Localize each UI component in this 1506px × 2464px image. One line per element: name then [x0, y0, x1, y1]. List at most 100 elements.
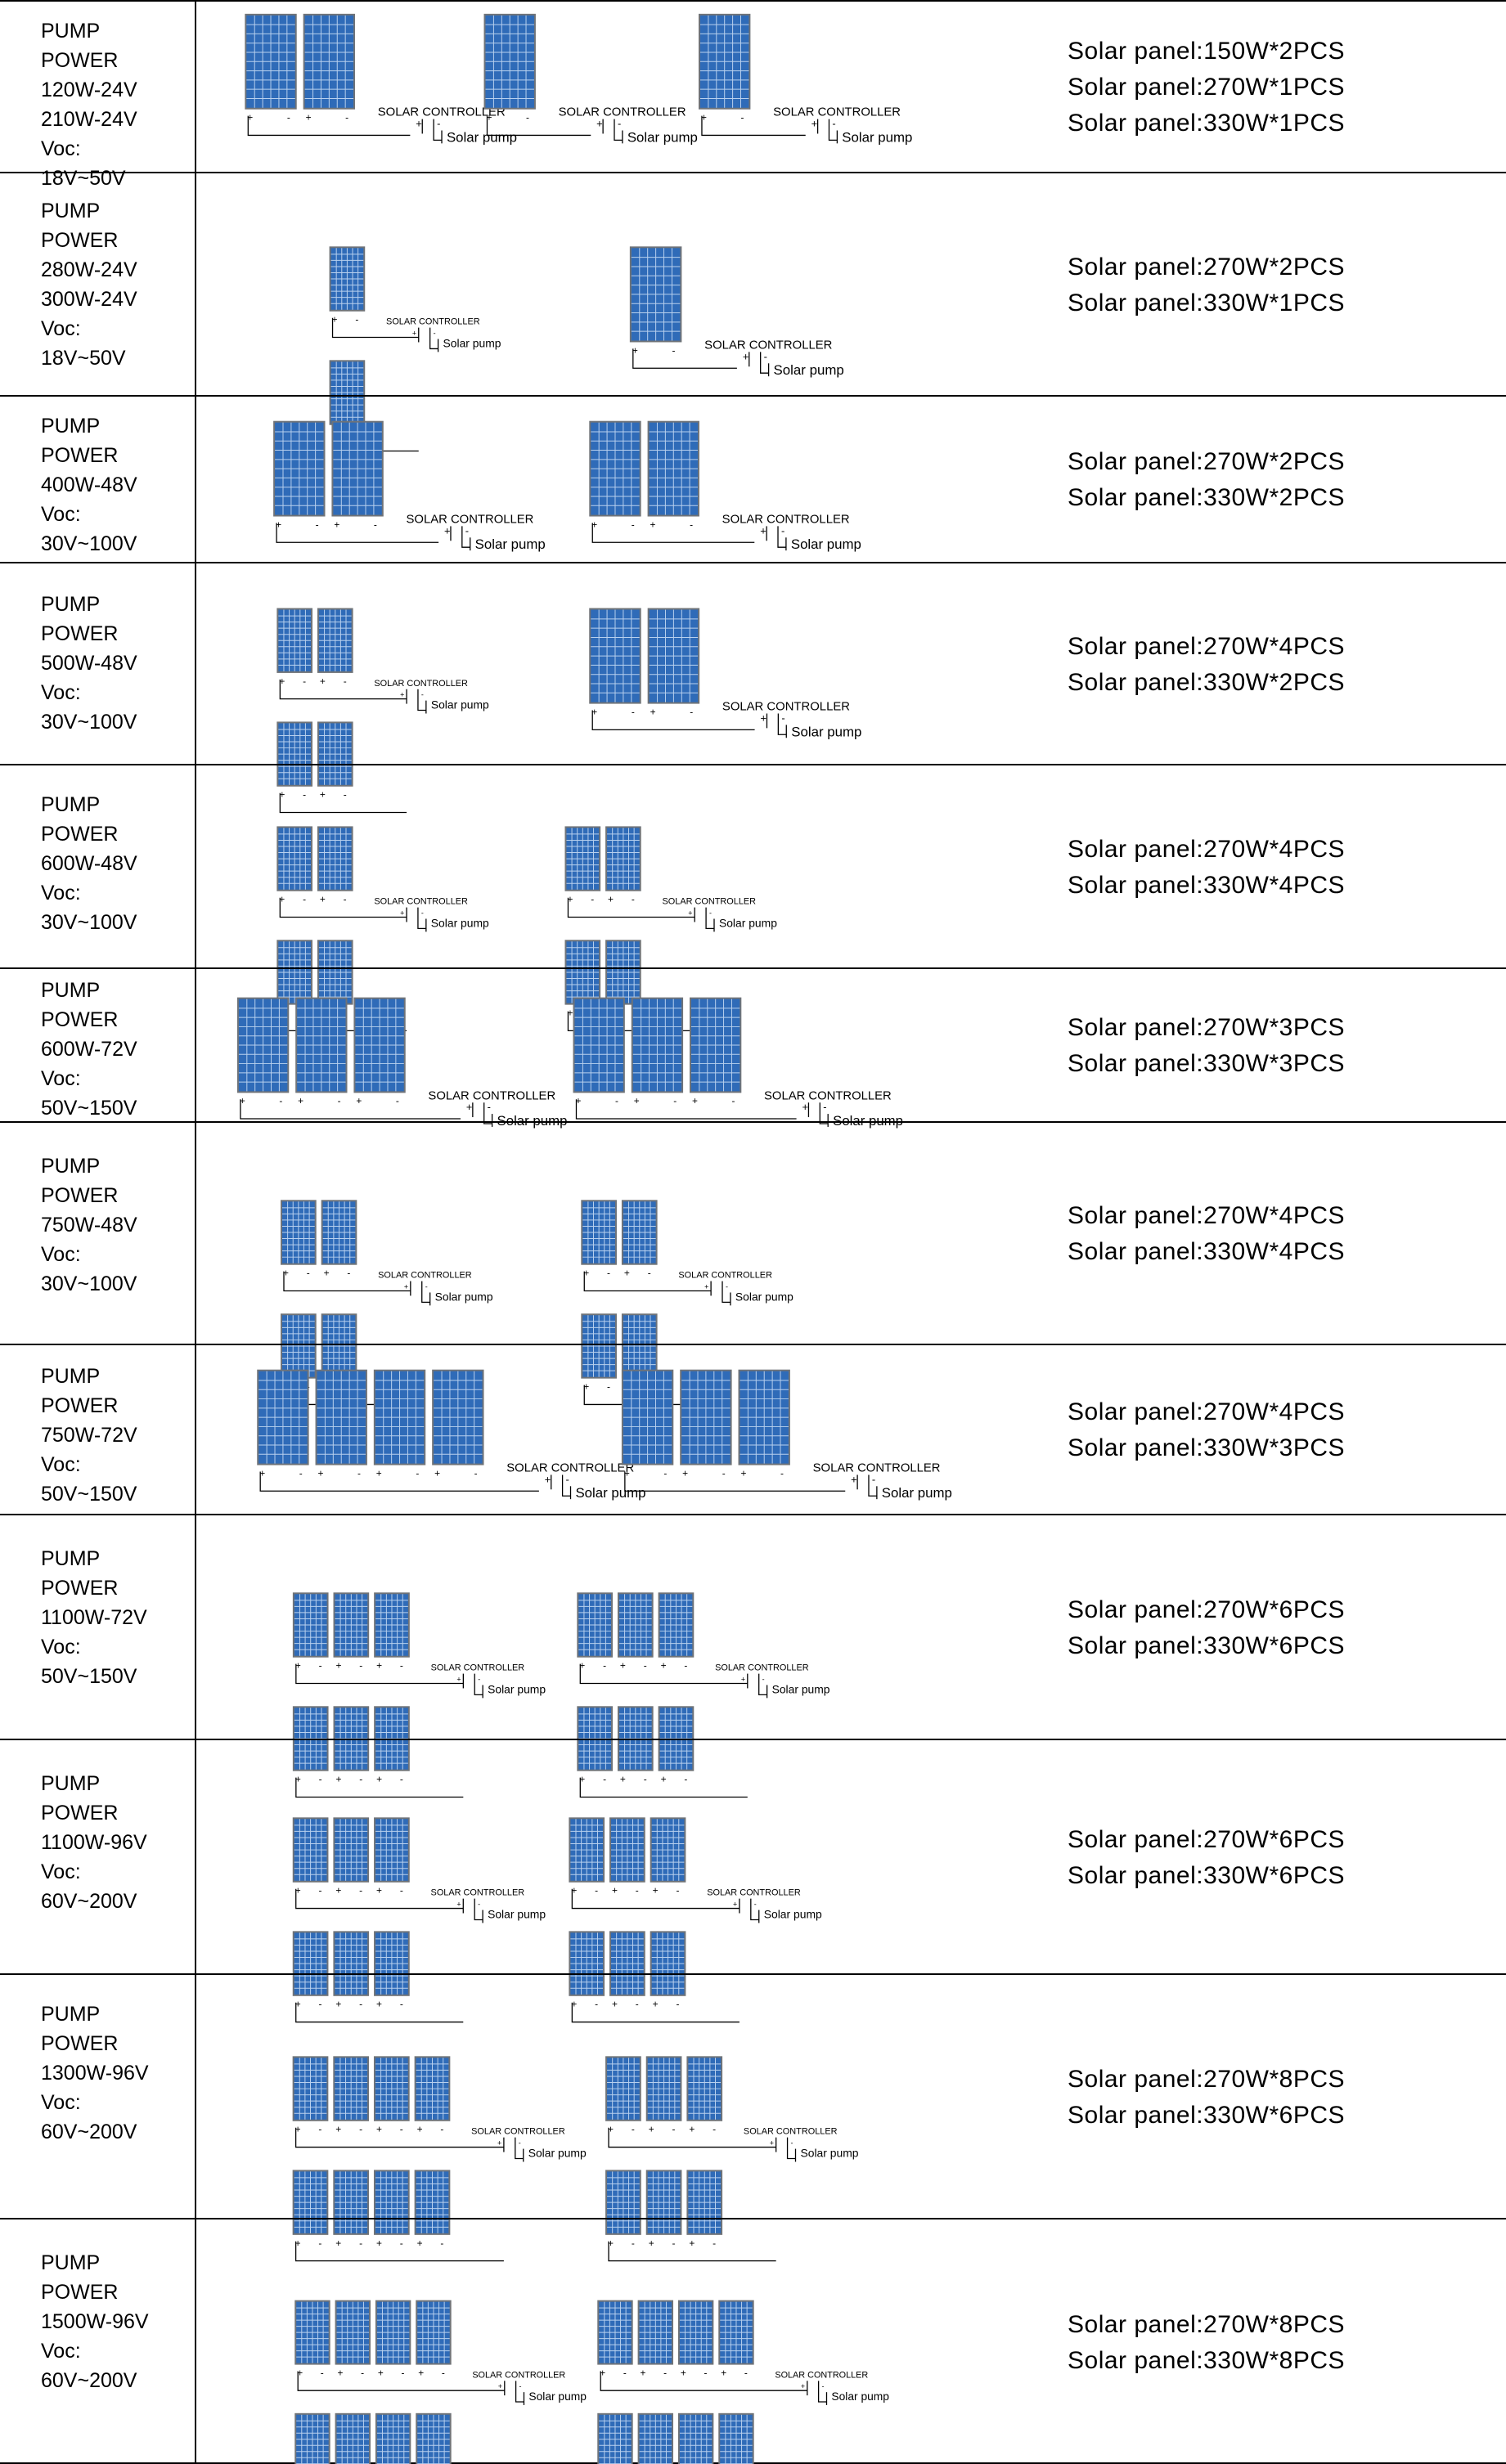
pump-spec-line: PUMP: [41, 593, 101, 616]
solar-panel-icon: [294, 2300, 330, 2365]
panel-plus: +: [624, 1467, 630, 1479]
panel-plus: +: [682, 1467, 688, 1479]
panel-minus: -: [400, 1999, 403, 2010]
solar-panel-icon: [303, 13, 356, 110]
controller-label: SOLAR CONTROLLER: [764, 1089, 892, 1102]
panel-plus: +: [681, 2367, 686, 2378]
solar-panel-line: Solar panel:270W*6PCS: [1068, 1596, 1346, 1623]
wiring-diagram-2: +-+-+-+-SOLAR CONTROLLER+-Solar pump: [581, 1200, 793, 1406]
panel-plus: +: [650, 706, 656, 717]
panel-plus: +: [279, 675, 285, 687]
panel-minus: -: [287, 112, 290, 123]
solar-panel-icon: [677, 2412, 714, 2464]
panel-minus: -: [690, 706, 693, 717]
solar-panel-icon: [564, 826, 601, 891]
wiring-diagrams: +-+-+-+-SOLAR CONTROLLER+-Solar pump+-+-…: [196, 1345, 1031, 1514]
pump-spec-cell: PUMP POWER 500W-48V Voc: 30V~100V: [0, 563, 196, 764]
panel-minus: -: [632, 2124, 635, 2135]
pump-spec-cell: PUMP POWER 600W-72V Voc: 50V~150V: [0, 969, 196, 1121]
solar-panel-icon: [647, 608, 700, 704]
panel-minus: -: [279, 1095, 282, 1106]
pump-spec: PUMP POWER 120W-24V 210W-24V Voc: 18V~50V: [41, 16, 137, 193]
panel-minus: -: [359, 2124, 362, 2135]
table-row: PUMP POWER 280W-24V 300W-24V Voc: 18V~50V + - + -…: [0, 172, 1506, 452]
panel-plus: +: [634, 1095, 640, 1106]
panel-plus: +: [279, 894, 285, 905]
controller-minus: -: [823, 1101, 826, 1113]
panel-plus: +: [649, 2237, 654, 2249]
pump-spec-line: 50V~150V: [41, 1483, 137, 1506]
wiring-diagrams: +-+-+-+-SOLAR CONTROLLER+-Solar pump+-+-…: [196, 563, 1031, 814]
solar-panel-icon: [335, 2412, 371, 2464]
controller-minus: -: [791, 2139, 793, 2148]
table-row: PUMP POWER 500W-48V Voc: 30V~100V + - + - + - + - SOL…: [0, 562, 1506, 814]
controller-minus: -: [566, 1473, 569, 1485]
pump-spec-cell: PUMP POWER 1300W-96V Voc: 60V~200V: [0, 1975, 196, 2218]
pump-spec-line: 60V~200V: [41, 2369, 137, 2392]
solar-panel-icon: [273, 420, 326, 517]
wiring-diagram-canvas: +-+-+-+-SOLAR CONTROLLER+-Solar pump+-+-…: [276, 826, 777, 1032]
panel-minus: -: [416, 1467, 419, 1479]
pump-spec-cell: PUMP POWER 1100W-96V Voc: 60V~200V: [0, 1740, 196, 1973]
panel-minus: -: [319, 1660, 322, 1672]
solar-panel-icon: [597, 2412, 633, 2464]
controller-label: SOLAR CONTROLLER: [813, 1462, 941, 1475]
panel-plus: +: [335, 2237, 341, 2249]
solar-panel-icon: [432, 1369, 484, 1465]
panel-minus: -: [684, 1774, 687, 1785]
wiring-diagrams: + - + - + - + - + - + - SOLAR CONTROLLER + - Solar pump…: [196, 1515, 1031, 1798]
panel-plus: +: [486, 112, 492, 123]
solar-panel-icon: [292, 2056, 329, 2121]
solar-panel-icon: [292, 2170, 329, 2235]
pump-label: Solar pump: [772, 1682, 830, 1695]
controller-minus: -: [519, 2139, 521, 2148]
panel-minus: -: [344, 675, 347, 687]
wiring-diagram-2: +-+-+-+-+-+-+-+-SOLAR CONTROLLER+-Solar …: [597, 2300, 889, 2464]
panel-minus: -: [303, 894, 306, 905]
solar-panel-line: Solar panel:330W*3PCS: [1068, 1050, 1346, 1077]
pump-spec-line: POWER: [41, 1802, 119, 1824]
panel-minus: -: [319, 1774, 322, 1785]
panel-plus: +: [376, 1999, 382, 2010]
pump-spec-line: Voc:: [41, 1453, 81, 1476]
solar-panel-line: Solar panel:270W*4PCS: [1068, 633, 1346, 660]
panel-plus: +: [259, 1467, 265, 1479]
controller-plus: +: [802, 1101, 809, 1113]
pump-spec-line: 400W-48V: [41, 474, 137, 496]
solar-panel-icon: [605, 2170, 641, 2235]
panel-minus: -: [303, 789, 306, 801]
solar-panel-icon: [373, 2170, 410, 2235]
panel-minus: -: [374, 518, 377, 530]
pump-label: Solar pump: [842, 129, 912, 145]
pump-spec-line: POWER: [41, 1184, 119, 1207]
panel-minus: -: [684, 1660, 687, 1672]
solar-panel-config: Solar panel:270W*3PCS Solar panel:330W*3P…: [1068, 1010, 1345, 1082]
wiring-diagram-canvas: + - + - + - SOLAR CONTROLLER+ -Solar pump+ - + - + -…: [236, 997, 903, 1129]
pump-spec-line: PUMP: [41, 1155, 101, 1178]
solar-panel-icon: [609, 1931, 645, 1996]
wiring-diagram-canvas: + - + - + -+ - + - + -SOLAR CONTROLLER+ -Solar pump…: [292, 1817, 822, 2023]
panel-plus: +: [571, 1885, 577, 1896]
wiring-diagram-1: +-+-SOLAR CONTROLLER+-Solar pump: [329, 246, 501, 452]
panel-plus: +: [600, 2367, 605, 2378]
solar-panel-icon: [331, 420, 384, 517]
wiring-diagram-canvas: + - + - SOLAR CONTROLLER+ -Solar pump+ - + - SOLA…: [273, 420, 861, 552]
wiring-diagram-canvas: + - + - + -+ - + - + -SOLAR CONTROLLER+ -Solar pump…: [292, 1592, 830, 1798]
pump-spec-line: 50V~150V: [41, 1097, 137, 1120]
panel-minus: -: [690, 518, 693, 530]
panel-plus: +: [376, 1467, 382, 1479]
panel-minus: -: [632, 518, 635, 530]
panel-plus: +: [318, 1467, 324, 1479]
panel-minus: -: [400, 2124, 403, 2135]
controller-label: SOLAR CONTROLLER: [378, 106, 506, 119]
panel-minus: -: [299, 1467, 303, 1479]
pump-spec-line: POWER: [41, 229, 119, 252]
panel-plus: +: [356, 1095, 362, 1106]
pump-spec-line: POWER: [41, 444, 119, 467]
pump-spec-line: POWER: [41, 2281, 119, 2304]
solar-panel-icon: [281, 1313, 317, 1379]
solar-panel-config: Solar panel:270W*8PCS Solar panel:330W*8P…: [1068, 2307, 1345, 2379]
panel-plus: +: [295, 2237, 301, 2249]
pump-spec-line: 1300W-96V: [41, 2062, 149, 2085]
solar-panel-icon: [335, 2300, 371, 2365]
